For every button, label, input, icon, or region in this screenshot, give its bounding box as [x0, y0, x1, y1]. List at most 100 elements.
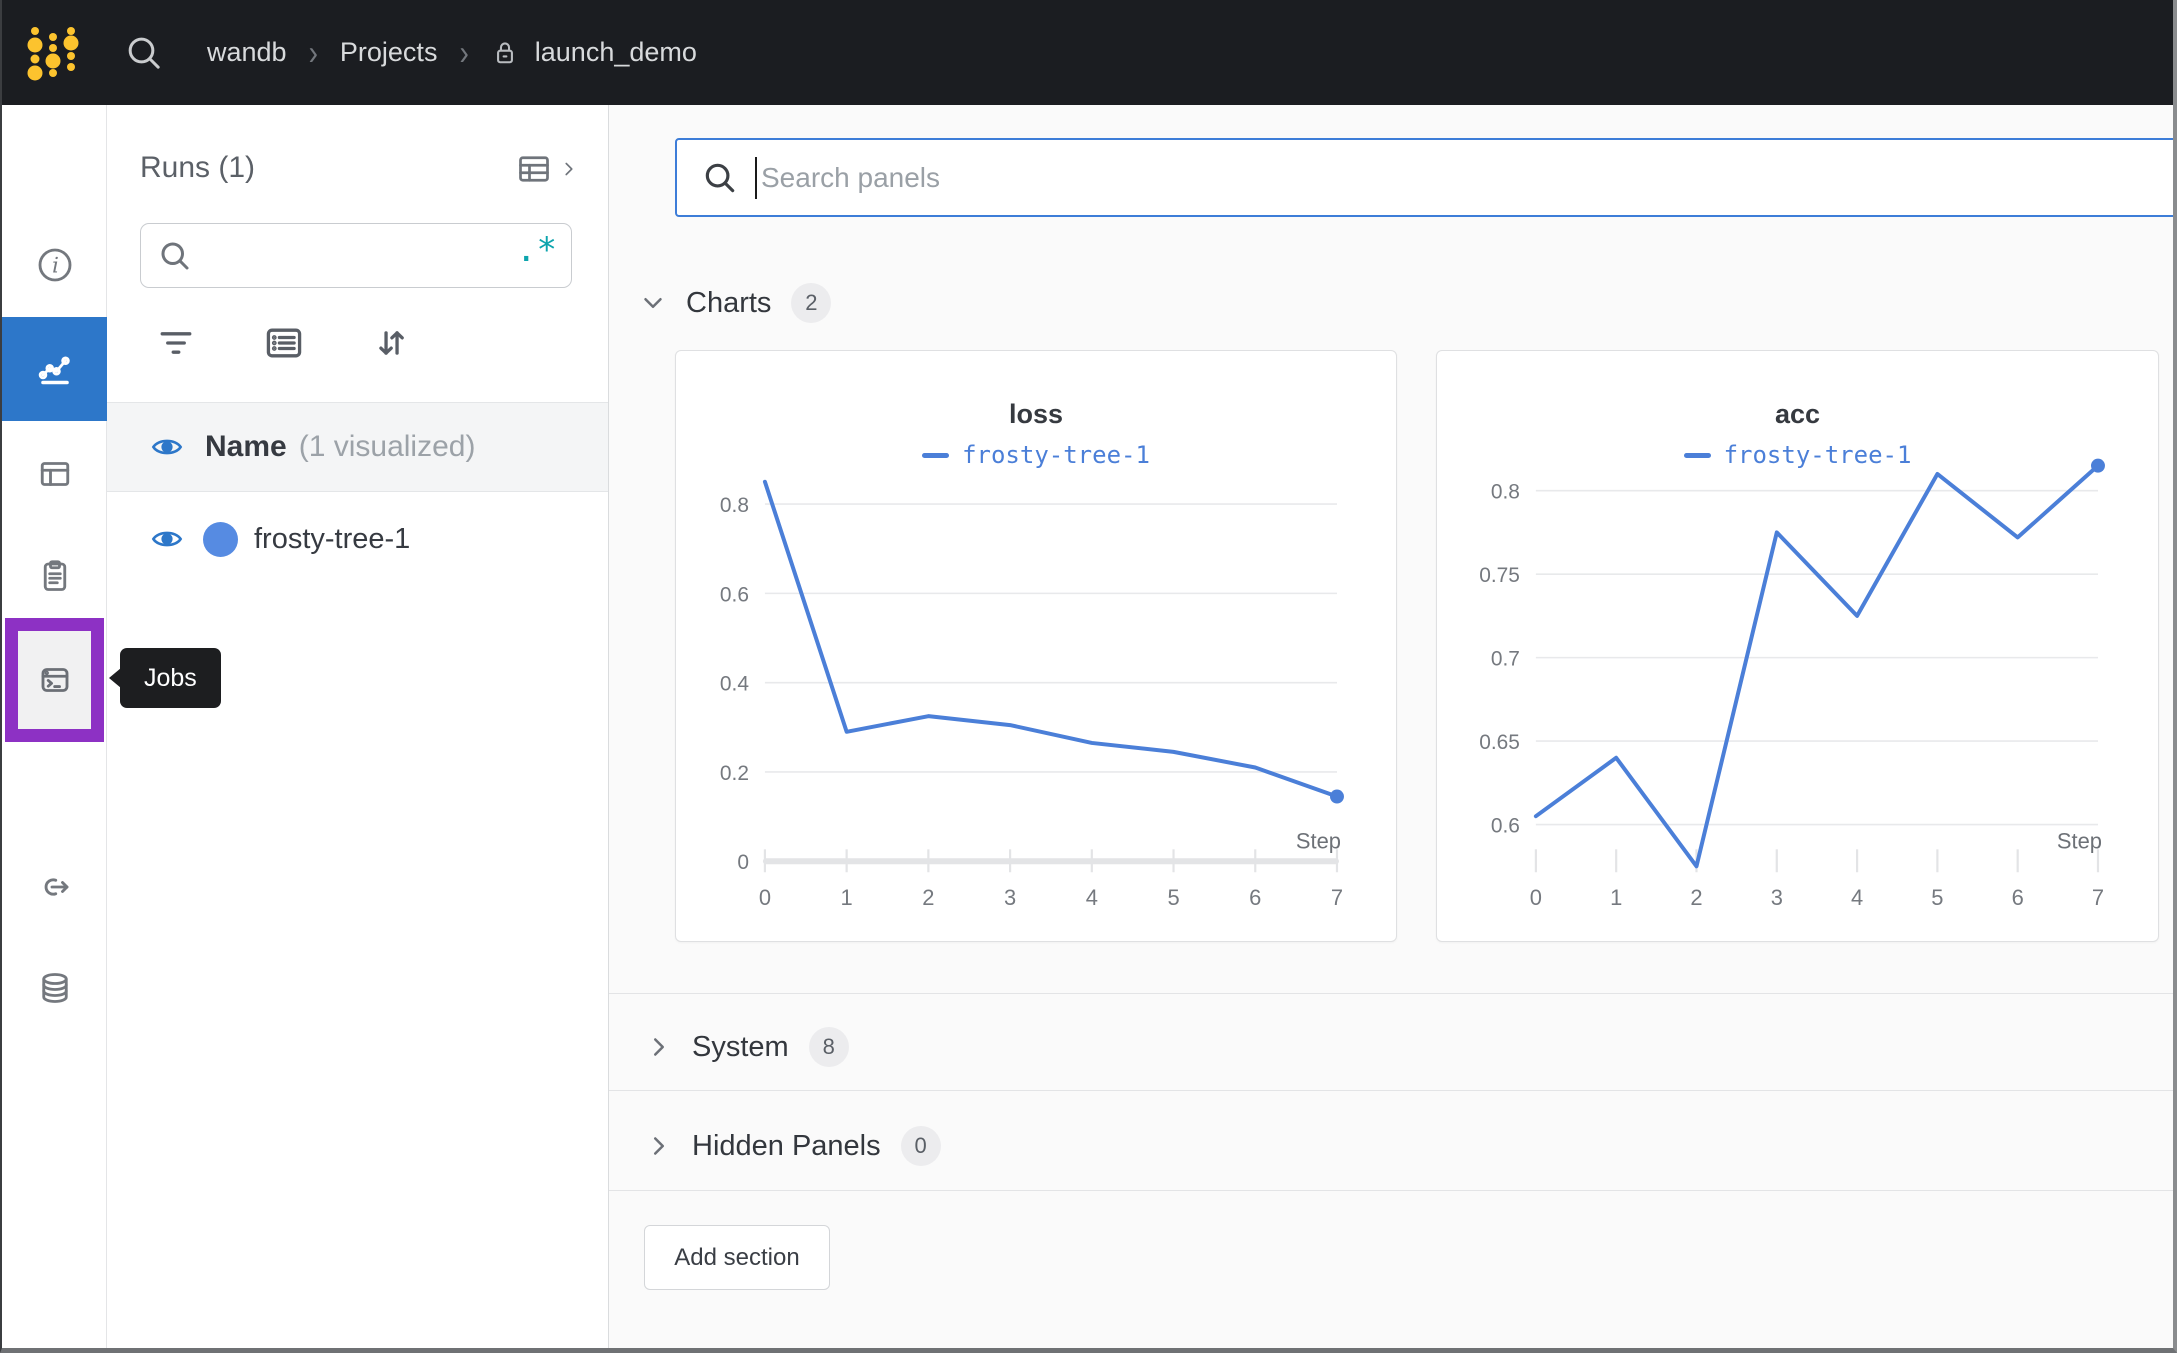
section-count-badge: 2 — [791, 283, 831, 323]
runs-name-column-header[interactable]: Name (1 visualized) — [107, 402, 608, 492]
section-count-badge: 0 — [901, 1126, 941, 1166]
runs-panel-title: Runs (1) — [140, 151, 255, 185]
section-header-system[interactable]: System 8 — [644, 1017, 849, 1077]
svg-text:0.75: 0.75 — [1479, 564, 1520, 587]
svg-text:0.2: 0.2 — [720, 762, 749, 785]
breadcrumb: wandb › Projects › launch_demo — [207, 0, 697, 105]
runs-panel: Runs (1) .* — [107, 105, 609, 1348]
sidebar-item-reports[interactable] — [2, 541, 107, 611]
workspace-main: Search panels Charts 2 0 0.2 0.4 0.6 0.8 0 1 2 3… — [609, 105, 2177, 1348]
list-icon — [262, 321, 306, 365]
svg-text:5: 5 — [1167, 885, 1179, 910]
visualized-note: (1 visualized) — [299, 430, 476, 464]
sidebar-item-runs-table[interactable] — [2, 439, 107, 509]
breadcrumb-section[interactable]: Projects — [340, 37, 438, 68]
filter-runs-button[interactable] — [154, 321, 198, 365]
legend-run-name[interactable]: frosty-tree-1 — [962, 441, 1150, 469]
search-panels-placeholder: Search panels — [761, 162, 940, 194]
chevron-right-icon — [558, 155, 580, 183]
panel-card-loss[interactable]: 00.20.40.60.801234567Step loss frosty-tr… — [675, 350, 1397, 942]
regex-toggle-icon[interactable]: .* — [516, 230, 557, 270]
top-navigation-bar: wandb › Projects › launch_demo — [2, 0, 2173, 105]
eye-icon[interactable] — [149, 524, 185, 554]
section-count-badge: 8 — [809, 1027, 849, 1067]
svg-text:1: 1 — [841, 885, 853, 910]
svg-text:0.6: 0.6 — [1491, 815, 1520, 838]
runs-toolbar — [107, 321, 608, 367]
section-divider — [609, 993, 2177, 994]
sort-runs-button[interactable] — [369, 321, 413, 365]
breadcrumb-team[interactable]: wandb — [207, 37, 287, 68]
section-label: Charts — [686, 287, 771, 320]
left-icon-rail: i — [2, 105, 107, 1348]
svg-text:Step: Step — [1296, 828, 1341, 853]
loss-chart-canvas: 00.20.40.60.801234567Step — [676, 351, 1396, 941]
panel-card-acc[interactable]: 0.60.650.70.750.801234567Step acc frosty… — [1436, 350, 2159, 942]
link-out-icon — [37, 869, 73, 905]
svg-text:0.6: 0.6 — [720, 583, 749, 606]
search-icon — [157, 238, 193, 274]
legend-run-name[interactable]: frosty-tree-1 — [1724, 441, 1912, 469]
terminal-icon — [37, 662, 73, 698]
sidebar-item-workspace[interactable] — [2, 317, 107, 421]
svg-text:0: 0 — [759, 885, 771, 910]
runs-search-input[interactable]: .* — [140, 223, 572, 288]
sidebar-item-artifacts[interactable] — [2, 953, 107, 1023]
svg-text:Step: Step — [2057, 828, 2102, 853]
breadcrumb-separator-icon: › — [459, 33, 468, 73]
svg-text:0.4: 0.4 — [720, 673, 749, 696]
svg-text:0: 0 — [737, 851, 749, 874]
sidebar-item-overview[interactable]: i — [2, 230, 107, 300]
expand-runs-table-button[interactable] — [514, 151, 584, 187]
app-window: wandb › Projects › launch_demo i — [0, 0, 2177, 1353]
run-row[interactable]: frosty-tree-1 — [107, 493, 608, 585]
search-panels-input[interactable]: Search panels — [675, 138, 2177, 217]
svg-text:4: 4 — [1086, 885, 1098, 910]
table-icon — [37, 456, 73, 492]
section-header-hidden-panels[interactable]: Hidden Panels 0 — [644, 1116, 941, 1176]
svg-text:2: 2 — [1690, 885, 1702, 910]
lock-icon — [491, 38, 519, 68]
global-search-icon[interactable] — [124, 33, 164, 73]
chart-legend: frosty-tree-1 — [1437, 441, 2158, 469]
legend-line-swatch — [922, 453, 949, 458]
breadcrumb-separator-icon: › — [309, 33, 318, 73]
svg-text:6: 6 — [1249, 885, 1261, 910]
group-runs-button[interactable] — [262, 321, 306, 365]
svg-text:6: 6 — [2012, 885, 2024, 910]
sort-arrows-icon — [369, 321, 413, 365]
chart-legend: frosty-tree-1 — [676, 441, 1396, 469]
svg-text:7: 7 — [2092, 885, 2104, 910]
breadcrumb-project[interactable]: launch_demo — [535, 37, 697, 68]
svg-text:0.65: 0.65 — [1479, 731, 1520, 754]
sidebar-item-jobs-highlight — [5, 618, 104, 742]
chevron-right-icon — [644, 1032, 674, 1062]
svg-text:0: 0 — [1530, 885, 1542, 910]
clipboard-icon — [37, 558, 73, 594]
svg-text:4: 4 — [1851, 885, 1863, 910]
svg-text:7: 7 — [1331, 885, 1343, 910]
section-label: Hidden Panels — [692, 1130, 881, 1163]
sidebar-item-automations[interactable] — [2, 852, 107, 922]
legend-line-swatch — [1684, 453, 1711, 458]
svg-text:0.8: 0.8 — [720, 494, 749, 517]
wandb-logo-icon[interactable] — [22, 21, 84, 83]
section-divider — [609, 1090, 2177, 1091]
chart-title: loss — [676, 399, 1396, 430]
svg-text:5: 5 — [1931, 885, 1943, 910]
add-section-button[interactable]: Add section — [644, 1225, 830, 1290]
search-icon — [701, 159, 739, 197]
database-icon — [37, 970, 73, 1006]
eye-icon[interactable] — [149, 432, 185, 462]
jobs-tooltip-label: Jobs — [144, 664, 197, 693]
svg-text:3: 3 — [1771, 885, 1783, 910]
section-label: System — [692, 1031, 789, 1064]
svg-text:0.8: 0.8 — [1491, 481, 1520, 504]
sidebar-item-jobs[interactable] — [18, 631, 91, 729]
run-name[interactable]: frosty-tree-1 — [254, 523, 410, 556]
chevron-down-icon — [638, 288, 668, 318]
section-header-charts[interactable]: Charts 2 — [638, 280, 831, 326]
svg-text:1: 1 — [1610, 885, 1622, 910]
section-divider — [609, 1190, 2177, 1191]
svg-text:3: 3 — [1004, 885, 1016, 910]
